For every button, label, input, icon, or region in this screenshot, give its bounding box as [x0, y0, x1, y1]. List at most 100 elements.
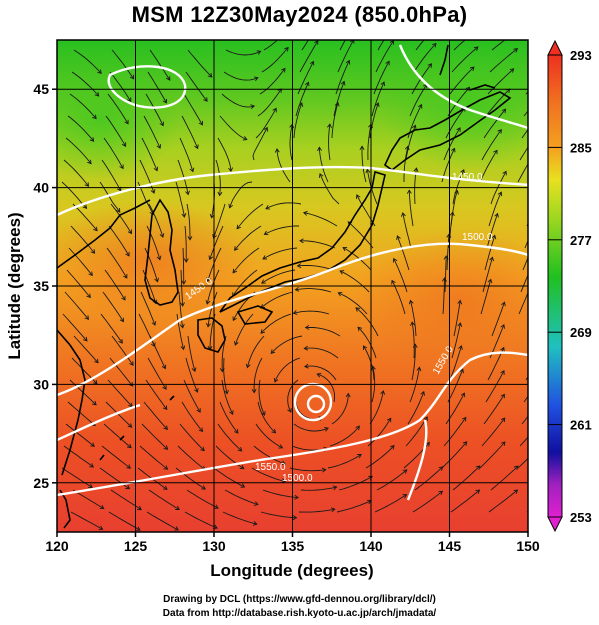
streamline [219, 401, 239, 434]
streamline-arrowhead [302, 210, 308, 216]
streamline-arrowhead [97, 69, 102, 75]
streamline-arrowhead [357, 326, 363, 332]
streamline [222, 511, 257, 525]
streamline-arrowhead [127, 229, 132, 235]
streamline-arrowhead [125, 484, 131, 490]
streamline-arrowhead [544, 89, 548, 93]
streamline-arrowhead [536, 215, 540, 219]
streamline [207, 291, 218, 327]
streamline-arrowhead [392, 257, 398, 263]
streamline-arrowhead [408, 299, 414, 305]
contour-line [107, 65, 187, 109]
streamline [377, 40, 385, 51]
streamline [356, 194, 376, 227]
streamline-arrowhead [89, 137, 95, 142]
streamline [293, 102, 303, 139]
streamline [146, 511, 179, 531]
streamline [336, 500, 372, 513]
streamline [293, 423, 329, 432]
streamline-arrowhead [191, 367, 197, 373]
streamline-arrowhead [281, 478, 287, 484]
streamline-arrowhead [292, 310, 298, 315]
geopotential-contours [57, 44, 528, 501]
streamline-arrowhead [345, 59, 351, 65]
streamline [177, 445, 206, 471]
streamline [260, 291, 294, 309]
streamline [263, 40, 279, 51]
streamline [367, 124, 372, 161]
streamline [451, 322, 461, 359]
contour-label: 1500.0 [282, 473, 313, 484]
streamline-arrowhead [194, 388, 199, 393]
streamline [411, 322, 415, 359]
streamline-arrowhead [462, 416, 467, 422]
streamline-arrowhead [162, 385, 167, 390]
streamline [183, 93, 203, 126]
streamline [361, 146, 367, 183]
streamline [414, 466, 443, 491]
streamline [109, 357, 133, 387]
streamline-arrowhead [86, 293, 91, 299]
streamline [376, 469, 408, 491]
streamline [447, 369, 464, 403]
streamline [217, 137, 232, 172]
streamline [259, 68, 286, 95]
streamline [106, 247, 128, 279]
streamline [68, 247, 93, 276]
streamline-arrowhead [129, 74, 135, 80]
streamline [480, 279, 492, 315]
streamline [101, 445, 131, 469]
streamline-arrowhead [502, 170, 507, 176]
streamline-arrowhead [200, 446, 205, 452]
contour-line [57, 351, 528, 497]
x-tick-label: 145 [438, 538, 462, 554]
streamline [104, 269, 126, 301]
streamline [327, 454, 362, 469]
streamline-arrowhead [438, 466, 444, 471]
streamline [530, 304, 546, 336]
streamline-arrowhead [350, 40, 355, 44]
streamline-arrowhead [127, 443, 132, 449]
streamline-arrowhead [487, 278, 493, 284]
streamline-arrowhead [179, 323, 185, 329]
streamline-arrowhead [394, 20, 398, 24]
streamline-arrowhead [425, 441, 430, 447]
streamline-arrowhead [303, 345, 309, 351]
colorbar-bar [547, 54, 563, 518]
streamline [527, 357, 528, 358]
streamline-arrowhead [534, 237, 538, 241]
streamline [374, 494, 407, 513]
streamline [526, 222, 528, 227]
streamline [71, 71, 100, 97]
streamline [517, 457, 528, 469]
streamline-arrowhead [240, 483, 246, 488]
streamline-arrowhead [93, 226, 98, 232]
streamline [223, 357, 228, 394]
x-axis: 120 125 130 135 140 145 150 [45, 532, 540, 554]
streamline-arrowhead [121, 142, 127, 147]
streamline [329, 425, 360, 447]
colorbar-tick-label: 253 [570, 510, 592, 525]
streamline [213, 203, 226, 239]
streamline-arrowhead [465, 86, 471, 92]
streamline [111, 335, 134, 366]
streamline-arrowhead [198, 427, 204, 433]
streamline-arrowhead [163, 425, 168, 431]
streamline-arrowhead [236, 224, 241, 230]
streamline [369, 390, 384, 425]
streamline-arrowhead [318, 20, 322, 24]
streamline-arrowhead [294, 494, 299, 500]
streamline-arrowhead [162, 485, 168, 490]
streamline [485, 88, 511, 117]
streamline [143, 115, 161, 149]
streamline [180, 269, 184, 307]
streamline-arrowhead [198, 120, 203, 126]
streamline-arrowhead [119, 164, 124, 170]
streamline-arrowhead [345, 392, 351, 398]
coast-shikoku [236, 305, 274, 325]
footer-credit-data: Data from http://database.rish.kyoto-u.a… [162, 608, 437, 619]
streamline [338, 476, 373, 491]
streamline [396, 235, 410, 271]
streamline [177, 159, 189, 195]
streamline [298, 508, 335, 513]
